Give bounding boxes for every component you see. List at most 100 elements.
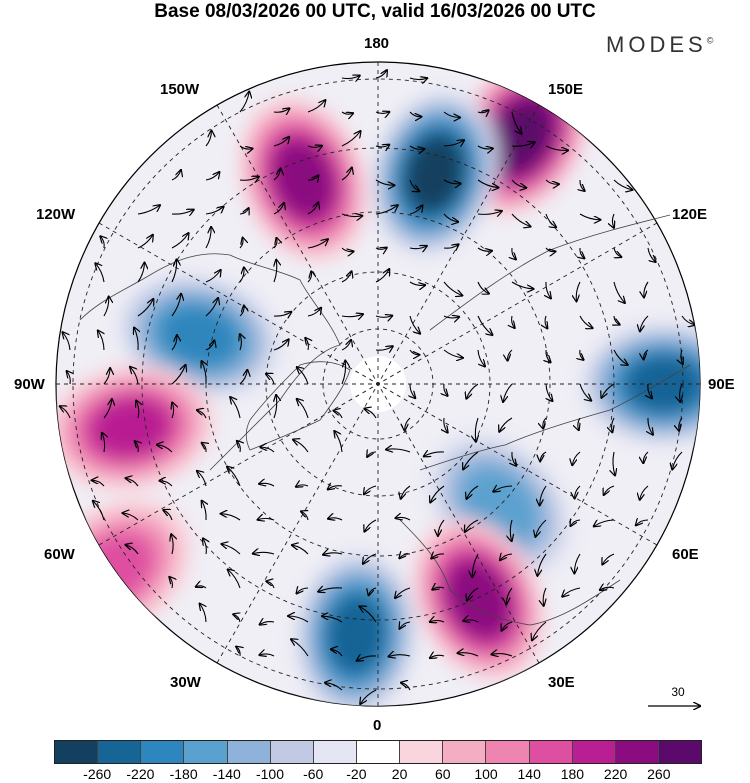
wind-vector	[293, 440, 309, 453]
wind-vector	[546, 281, 551, 298]
wind-vector	[137, 205, 160, 215]
wind-vector	[169, 577, 172, 589]
wind-vector	[375, 316, 392, 318]
wind-vector	[424, 452, 445, 456]
wind-vector	[292, 545, 309, 555]
wind-vector	[260, 622, 275, 625]
wind-vector	[401, 485, 411, 499]
wind-vector	[644, 281, 649, 297]
wind-vector	[273, 169, 281, 181]
wind-vector	[160, 481, 173, 487]
anomaly-contour	[273, 141, 334, 218]
wind-vector	[405, 417, 411, 430]
colorbar-tick-label: 60	[435, 766, 451, 782]
wind-vector	[261, 447, 275, 453]
anomaly-contour	[158, 305, 240, 367]
wind-vector	[297, 588, 309, 593]
wind-vector	[648, 383, 652, 398]
wind-vector	[511, 213, 530, 227]
wind-vector	[540, 451, 547, 461]
wind-vector	[409, 246, 427, 249]
wind-vector	[323, 553, 343, 555]
wind-vector	[205, 298, 218, 317]
wind-vector	[341, 340, 351, 351]
wind-vector	[680, 383, 682, 402]
wind-vector	[571, 520, 581, 526]
wind-vector	[307, 272, 312, 283]
lon-label-180: 180	[364, 35, 390, 52]
wind-vector	[130, 367, 139, 385]
wind-vector	[171, 170, 181, 181]
wind-vector	[203, 539, 206, 555]
map-title: Base 08/03/2026 00 UTC, valid 16/03/2026…	[154, 1, 596, 22]
wind-vector	[477, 247, 492, 251]
lon-label-120w: 120W	[36, 206, 76, 223]
wind-vector	[202, 361, 207, 385]
colorbar-tick-label: 20	[391, 766, 408, 782]
colorbar-swatch	[55, 741, 99, 763]
wind-vector	[430, 485, 445, 502]
wind-vector	[613, 247, 621, 257]
wind-vector	[410, 383, 415, 398]
wind-vector	[679, 417, 683, 431]
wind-vector	[613, 451, 615, 475]
coastline-greenland	[245, 361, 351, 451]
wind-vector	[171, 210, 194, 214]
wind-vector	[137, 263, 145, 283]
wind-vector	[443, 244, 459, 248]
wind-vector	[463, 620, 479, 622]
wind-vector	[443, 316, 459, 318]
wind-vector	[239, 268, 244, 283]
wind-vector	[612, 213, 614, 228]
wind-vector	[171, 233, 189, 249]
wind-vector	[135, 441, 138, 453]
wind-vector	[171, 534, 173, 555]
wind-vector	[157, 445, 173, 453]
colorbar-swatch	[270, 741, 314, 763]
colorbar-tick-label: 140	[517, 766, 541, 782]
anomaly-blend-layer	[56, 62, 700, 706]
anomaly-field	[56, 62, 700, 706]
wind-vector	[444, 383, 448, 396]
wind-vector	[67, 371, 71, 385]
wind-vector	[465, 519, 479, 532]
wind-vector	[545, 179, 559, 184]
wind-vector	[297, 367, 309, 385]
wind-vector	[375, 145, 389, 147]
wind-vector	[239, 145, 252, 149]
wind-vector	[334, 431, 343, 453]
wind-vector	[240, 334, 242, 351]
wind-vector	[432, 587, 445, 589]
wind-vector	[546, 349, 551, 362]
wind-vector	[364, 485, 377, 494]
wind-vector	[511, 281, 534, 289]
wind-vector	[334, 411, 343, 419]
wind-vector	[307, 239, 328, 249]
wind-vector	[60, 406, 71, 419]
wind-vector	[612, 417, 614, 432]
wind-vector	[643, 451, 649, 463]
wind-vector	[103, 297, 109, 317]
wind-vector	[492, 654, 513, 656]
colorbar-tick-label: -60	[303, 766, 324, 782]
colorbar-tick-label: -220	[126, 766, 155, 782]
wind-vector	[443, 281, 462, 296]
wind-vector	[463, 451, 479, 469]
wind-vector	[545, 315, 547, 328]
lon-label-60e: 60E	[672, 546, 699, 563]
wind-vector	[613, 179, 632, 190]
wind-vector	[614, 315, 620, 325]
colorbar-swatch	[141, 741, 185, 763]
center-165W-trough	[370, 90, 499, 258]
wind-vector	[307, 146, 322, 148]
wind-vector	[360, 607, 377, 623]
wind-vector	[266, 581, 275, 589]
wind-vector	[171, 335, 177, 351]
lon-label-120e: 120E	[672, 206, 708, 223]
wind-vector	[273, 340, 289, 351]
wind-vector	[430, 620, 445, 622]
wind-vector	[341, 168, 352, 181]
colorbar-swatch	[356, 741, 401, 763]
wind-vector	[325, 683, 343, 691]
